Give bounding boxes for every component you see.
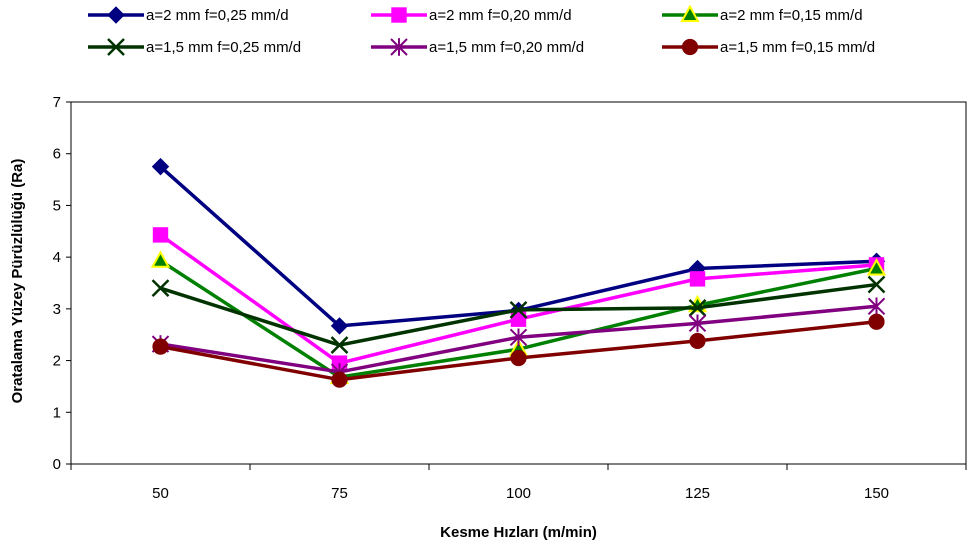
series-group xyxy=(150,157,887,388)
legend-item: a=2 mm f=0,15 mm/d xyxy=(662,4,863,24)
x-tick-label: 100 xyxy=(506,485,531,502)
legend-item: a=1,5 mm f=0,15 mm/d xyxy=(662,38,875,56)
legend-marker-x xyxy=(107,38,125,56)
data-point-diamond xyxy=(151,157,170,176)
data-point-star xyxy=(867,297,886,316)
data-point-star xyxy=(509,328,528,347)
y-tick-label: 5 xyxy=(53,197,61,214)
x-axis-title: Kesme Hızları (m/min) xyxy=(440,524,597,541)
data-point-square xyxy=(510,311,527,327)
legend-marker-star xyxy=(390,38,408,56)
data-point-circle xyxy=(152,338,169,355)
legend: a=2 mm f=0,25 mm/d a=2 mm f=0,20 mm/d a=2 … xyxy=(88,4,875,56)
y-tick-label: 1 xyxy=(53,404,61,421)
x-tick-label: 150 xyxy=(864,485,889,502)
data-point-triangle xyxy=(150,250,171,268)
data-point-circle xyxy=(510,349,527,367)
legend-marker-square xyxy=(391,7,407,23)
series-4 xyxy=(151,275,886,354)
data-point-triangle xyxy=(866,258,887,276)
data-point-square xyxy=(689,271,706,287)
legend-label: a=1,5 mm f=0,25 mm/d xyxy=(146,39,301,56)
y-tick-label: 6 xyxy=(53,146,61,163)
y-tick-label: 2 xyxy=(53,353,61,370)
y-tick-label: 3 xyxy=(53,301,61,318)
x-tick-label: 125 xyxy=(685,485,710,502)
x-tick-label: 75 xyxy=(331,485,348,502)
data-point-circle xyxy=(689,332,706,350)
data-point-x xyxy=(867,275,886,294)
legend-marker-diamond xyxy=(107,6,125,24)
legend-item: a=1,5 mm f=0,25 mm/d xyxy=(88,38,301,56)
plot-area: 0 1 2 3 4 5 6 7 50 75 100 125 150 xyxy=(53,94,967,502)
legend-label: a=2 mm f=0,25 mm/d xyxy=(146,7,289,24)
plot-frame xyxy=(70,101,967,465)
data-point-circle xyxy=(331,371,348,388)
y-tick-label: 4 xyxy=(53,249,61,266)
legend-label: a=2 mm f=0,20 mm/d xyxy=(429,7,572,24)
legend-item: a=2 mm f=0,20 mm/d xyxy=(371,7,572,24)
data-point-star xyxy=(688,314,707,333)
x-tick-label: 50 xyxy=(152,485,169,502)
data-point-x xyxy=(151,279,170,298)
data-point-x xyxy=(688,298,707,317)
data-point-square xyxy=(152,227,169,243)
series-6 xyxy=(152,313,885,388)
data-point-circle xyxy=(868,313,885,330)
data-point-x xyxy=(509,301,528,319)
legend-marker-circle xyxy=(681,38,699,56)
legend-marker-triangle xyxy=(680,4,700,22)
y-tick-label: 7 xyxy=(53,94,61,111)
legend-label: a=1,5 mm f=0,15 mm/d xyxy=(720,39,875,56)
legend-label: a=1,5 mm f=0,20 mm/d xyxy=(429,39,584,56)
legend-item: a=1,5 mm f=0,20 mm/d xyxy=(371,38,584,56)
y-tick-label: 0 xyxy=(53,456,61,473)
legend-label: a=2 mm f=0,15 mm/d xyxy=(720,7,863,24)
x-axis-ticks: 50 75 100 125 150 xyxy=(70,464,967,502)
legend-item: a=2 mm f=0,25 mm/d xyxy=(88,6,289,24)
y-axis-ticks: 0 1 2 3 4 5 6 7 xyxy=(53,94,71,473)
y-axis-title: Oratalama Yüzey Pürüzlülüğü (Ra) xyxy=(9,159,26,404)
data-point-diamond xyxy=(330,317,349,335)
data-point-x xyxy=(330,336,349,354)
